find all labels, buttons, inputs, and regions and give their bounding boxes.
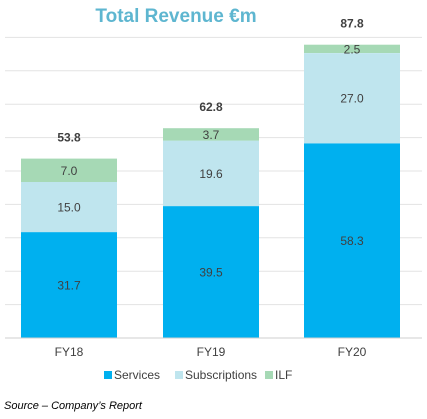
bar-services-fy19	[163, 206, 259, 338]
x-tick-label-fy20: FY20	[338, 345, 367, 359]
total-label-fy18: 53.8	[57, 131, 81, 145]
x-axis: FY18 FY19 FY20	[5, 337, 422, 359]
bar-subscriptions-fy20	[304, 53, 400, 144]
bar-services-fy20	[304, 143, 400, 338]
source-note: Source – Company’s Report	[4, 400, 142, 412]
legend-label-ilf: ILF	[275, 368, 292, 382]
data-label-subscriptions-fy19: 19.6	[199, 167, 223, 181]
bar-ilf-fy19	[163, 128, 259, 141]
bar-services-fy18	[21, 232, 117, 338]
data-label-ilf-fy19: 3.7	[203, 128, 220, 142]
bars	[21, 44, 400, 338]
legend: Services Subscriptions ILF	[104, 368, 292, 382]
bar-ilf-fy20	[304, 44, 400, 53]
legend-label-subscriptions: Subscriptions	[185, 368, 257, 382]
total-label-fy20: 87.8	[340, 17, 364, 31]
data-label-services-fy18: 31.7	[57, 279, 81, 293]
total-label-fy19: 62.8	[199, 100, 223, 114]
data-label-ilf-fy20: 2.5	[344, 42, 361, 56]
data-label-subscriptions-fy18: 15.0	[57, 201, 81, 215]
x-tick-label-fy18: FY18	[55, 345, 84, 359]
data-label-services-fy19: 39.5	[199, 266, 223, 280]
bar-subscriptions-fy18	[21, 182, 117, 233]
legend-swatch-ilf	[265, 371, 273, 379]
data-labels: 31.7 15.0 7.0 53.8 39.5 19.6 3.7 62.8 58.3 27.0 2.…	[57, 17, 364, 293]
x-tick-label-fy19: FY19	[197, 345, 226, 359]
chart-title: Total Revenue €m	[95, 6, 256, 27]
legend-swatch-subscriptions	[175, 371, 183, 379]
bar-ilf-fy18	[21, 158, 117, 182]
bar-subscriptions-fy19	[163, 140, 259, 207]
data-label-services-fy20: 58.3	[340, 234, 364, 248]
legend-swatch-services	[104, 371, 112, 379]
legend-label-services: Services	[114, 368, 160, 382]
data-label-subscriptions-fy20: 27.0	[340, 92, 364, 106]
data-label-ilf-fy18: 7.0	[61, 164, 78, 178]
